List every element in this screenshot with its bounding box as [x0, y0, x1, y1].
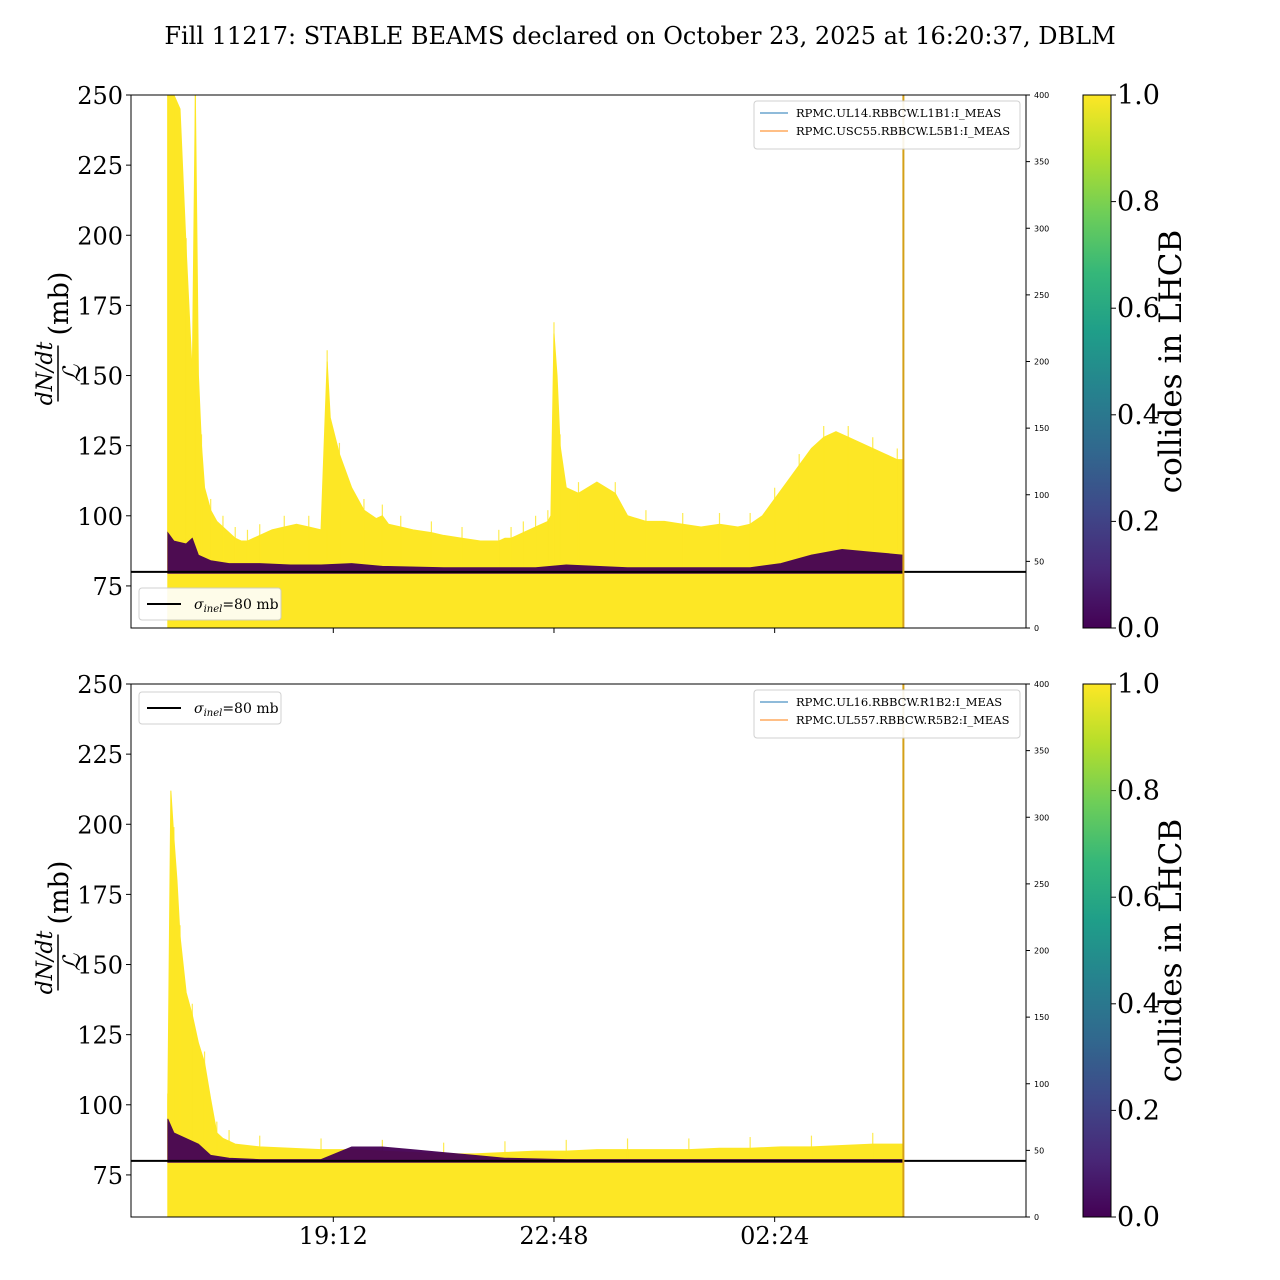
y-tick-label: 175 — [77, 881, 123, 909]
secondary-y-tick-label: 200 — [1034, 358, 1049, 367]
secondary-y-tick-label: 350 — [1034, 747, 1049, 756]
secondary-y-tick-label: 50 — [1034, 557, 1044, 566]
secondary-y-tick-label: 50 — [1034, 1146, 1044, 1155]
series-not-colliding-area — [167, 1118, 904, 1163]
secondary-y-tick-label: 400 — [1034, 91, 1049, 100]
series-legend: RPMC.UL16.RBBCW.R1B2:I_MEAS RPMC.UL557.RB… — [753, 689, 1021, 739]
y-tick-label: 75 — [92, 1162, 123, 1190]
secondary-y-tick-label: 0 — [1034, 1213, 1039, 1222]
y-tick-label: 225 — [77, 152, 123, 180]
secondary-y-tick-label: 150 — [1034, 424, 1049, 433]
y-axis-label-denominator: ℒ — [58, 364, 86, 382]
series-collides-area — [167, 790, 904, 1217]
x-tick-label: 22:48 — [519, 1222, 588, 1250]
reference-legend: σinel=80 mb — [138, 587, 282, 621]
legend-box — [753, 100, 1021, 150]
secondary-y-tick-label: 350 — [1034, 158, 1049, 167]
secondary-y-tick-label: 300 — [1034, 224, 1049, 233]
y-axis-label: dN/dt ℒ (mb) — [33, 272, 86, 406]
reference-legend-value: =80 mb — [222, 597, 278, 613]
colorbar-tick-label: 1.0 — [1117, 80, 1160, 111]
plot-area — [131, 684, 1026, 1217]
reference-legend-symbol: σ — [194, 597, 204, 613]
colorbar-label: collides in LHCB — [1153, 819, 1189, 1083]
colorbar-tick-label: 0.0 — [1117, 613, 1160, 644]
secondary-y-tick-label: 250 — [1034, 880, 1049, 889]
legend-entry: RPMC.UL557.RBBCW.R5B2:I_MEAS — [796, 713, 1010, 727]
colorbar-label: collides in LHCB — [1153, 230, 1189, 494]
y-tick-label: 200 — [77, 222, 123, 250]
y-axis-label-denominator: ℒ — [58, 953, 86, 971]
secondary-y-tick-label: 100 — [1034, 1080, 1049, 1089]
colorbar-tick-label: 0.6 — [1117, 882, 1160, 913]
y-tick-label: 100 — [77, 1092, 123, 1120]
y-tick-label: 100 — [77, 503, 123, 531]
secondary-y-tick-label: 400 — [1034, 680, 1049, 689]
secondary-y-tick-label: 250 — [1034, 291, 1049, 300]
top-panel: 75 100 125 150 175 200 225 250 0 50 100 150 200 250 30… — [33, 80, 1189, 644]
legend-box — [753, 689, 1021, 739]
colorbar-tick-label: 1.0 — [1117, 669, 1160, 700]
y-tick-label: 225 — [77, 741, 123, 769]
colorbar-tick-label: 0.4 — [1117, 989, 1160, 1020]
y-tick-label: 125 — [77, 433, 123, 461]
colorbar-tick-label: 0.0 — [1117, 1202, 1160, 1233]
series-legend: RPMC.UL14.RBBCW.L1B1:I_MEAS RPMC.USC55.RB… — [753, 100, 1021, 150]
legend-entry: RPMC.UL14.RBBCW.L1B1:I_MEAS — [796, 106, 1001, 120]
x-tick-label: 02:24 — [740, 1222, 809, 1250]
reference-legend-subscript: inel — [204, 708, 223, 719]
reference-legend-box — [138, 587, 282, 621]
y-axis-label-numerator: dN/dt — [33, 931, 58, 995]
secondary-y-tick-label: 0 — [1034, 624, 1039, 633]
y-tick-label: 150 — [77, 952, 123, 980]
y-tick-label: 125 — [77, 1022, 123, 1050]
secondary-y-tick-label: 300 — [1034, 813, 1049, 822]
y-axis-label-numerator: dN/dt — [33, 342, 58, 406]
colorbar — [1082, 683, 1112, 1218]
x-tick-label: 19:12 — [299, 1222, 368, 1250]
series-not-colliding-area — [167, 531, 904, 574]
secondary-y-tick-label: 100 — [1034, 491, 1049, 500]
reference-legend: σinel=80 mb — [138, 691, 282, 725]
figure-title: Fill 11217: STABLE BEAMS declared on Oct… — [164, 22, 1115, 50]
colorbar-tick-label: 0.4 — [1117, 400, 1160, 431]
plot-area — [131, 95, 1026, 628]
plot-frame — [130, 683, 1027, 1218]
secondary-y-tick-label: 150 — [1034, 1013, 1049, 1022]
reference-legend-symbol: σ — [194, 701, 204, 717]
y-tick-label: 150 — [77, 363, 123, 391]
reference-legend-subscript: inel — [204, 604, 223, 615]
y-tick-label: 75 — [92, 573, 123, 601]
legend-entry: RPMC.UL16.RBBCW.R1B2:I_MEAS — [796, 695, 1002, 709]
reference-legend-label: σinel=80 mb — [194, 701, 279, 719]
bottom-panel: 75 100 125 150 175 200 225 250 0 50 100 150 200 250 30… — [33, 669, 1189, 1250]
reference-legend-label: σinel=80 mb — [194, 597, 279, 615]
colorbar-tick-label: 0.8 — [1117, 776, 1160, 807]
colorbar-tick-label: 0.2 — [1117, 1095, 1160, 1126]
y-tick-label: 250 — [77, 82, 123, 110]
colorbar — [1082, 94, 1112, 629]
y-tick-label: 250 — [77, 671, 123, 699]
y-axis-label-unit: (mb) — [44, 272, 75, 336]
reference-legend-value: =80 mb — [222, 701, 278, 717]
colorbar-tick-label: 0.2 — [1117, 506, 1160, 537]
secondary-y-tick-label: 200 — [1034, 947, 1049, 956]
colorbar-tick-label: 0.8 — [1117, 187, 1160, 218]
y-tick-label: 200 — [77, 811, 123, 839]
reference-legend-box — [138, 691, 282, 725]
y-axis-label-unit: (mb) — [44, 861, 75, 925]
y-axis-label: dN/dt ℒ (mb) — [33, 861, 86, 995]
y-tick-label: 175 — [77, 292, 123, 320]
colorbar-tick-label: 0.6 — [1117, 293, 1160, 324]
legend-entry: RPMC.USC55.RBBCW.L5B1:I_MEAS — [796, 124, 1010, 138]
